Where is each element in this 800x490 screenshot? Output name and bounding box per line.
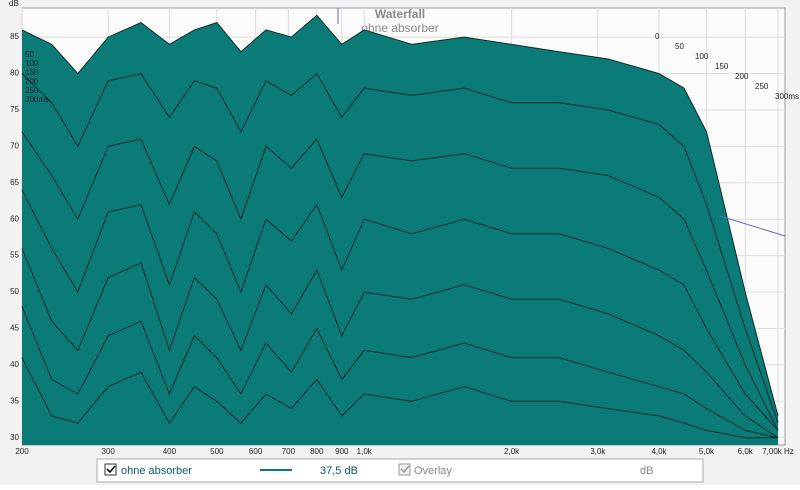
slice-area [22,357,778,445]
x-tick-label: 3,0k [590,447,606,456]
y-tick-label: 75 [10,105,19,114]
time-tick-label: 200 [25,77,39,86]
x-tick-label: 900 [335,447,349,456]
time-tick-label: 150 [25,68,39,77]
y-tick-label: 30 [10,433,19,442]
slice-line [21,131,779,431]
time-tick-label: 250 [755,82,769,91]
y-tick-label: 40 [10,360,19,369]
slice-line [21,14,779,417]
x-tick-label: 700 [282,447,296,456]
check [400,465,410,474]
y-tick-label: 60 [10,214,19,223]
slice-line [21,248,779,439]
y-tick-label: 80 [10,69,19,78]
time-tick-label: 200 [735,72,749,81]
chart-subtitle: ohne absorber [361,21,438,35]
axis-3d [719,215,786,237]
overlay-checkbox[interactable] [398,463,411,476]
time-tick-label: 300ms [775,92,799,101]
slice-line [21,306,779,439]
surface [21,14,779,446]
x-tick-label: 2,0k [504,447,520,456]
time-tick-label: 300ms [25,95,49,104]
x-tick-label: 6,0k [738,447,754,456]
y-tick-label: 65 [10,178,19,187]
x-tick-label: 5,0k [699,447,715,456]
x-tick-label: 7,00k Hz [762,447,794,456]
x-tick-label: 500 [210,447,224,456]
chart-title: Waterfall [375,7,425,21]
y-tick-label: 35 [10,396,19,405]
time-tick-label: 0 [655,32,660,41]
legend-level: 37,5 dB [320,465,358,477]
y-tick-label: 85 [10,32,19,41]
legend-name: ohne absorber [121,465,192,477]
slice-line [21,357,778,439]
y-tick-label: 45 [10,324,19,333]
time-tick-label: 50 [675,42,684,51]
time-tick-label: 150 [715,62,729,71]
legend-unit: dB [640,465,653,477]
x-tick-label: 800 [310,447,324,456]
overlay-label: Overlay [414,465,452,477]
x-tick-label: 4,0k [651,447,667,456]
y-tick-label: 55 [10,251,19,260]
time-tick-label: 50 [25,50,34,59]
time-tick-label: 250 [25,86,39,95]
y-tick-label: 50 [10,287,19,296]
checkbox[interactable] [104,463,117,476]
check [106,465,116,474]
x-tick-label: 200 [15,447,29,456]
x-tick-label: 1,0k [357,447,373,456]
x-tick-label: 400 [163,447,177,456]
y-tick-label: 70 [10,141,19,150]
slice-line [21,189,779,431]
time-tick-label: 100 [25,59,39,68]
slice-line [21,72,779,424]
y-axis-label: dB [9,0,19,8]
x-tick-label: 600 [249,447,263,456]
x-tick-label: 300 [102,447,116,456]
time-tick-label: 100 [695,52,709,61]
